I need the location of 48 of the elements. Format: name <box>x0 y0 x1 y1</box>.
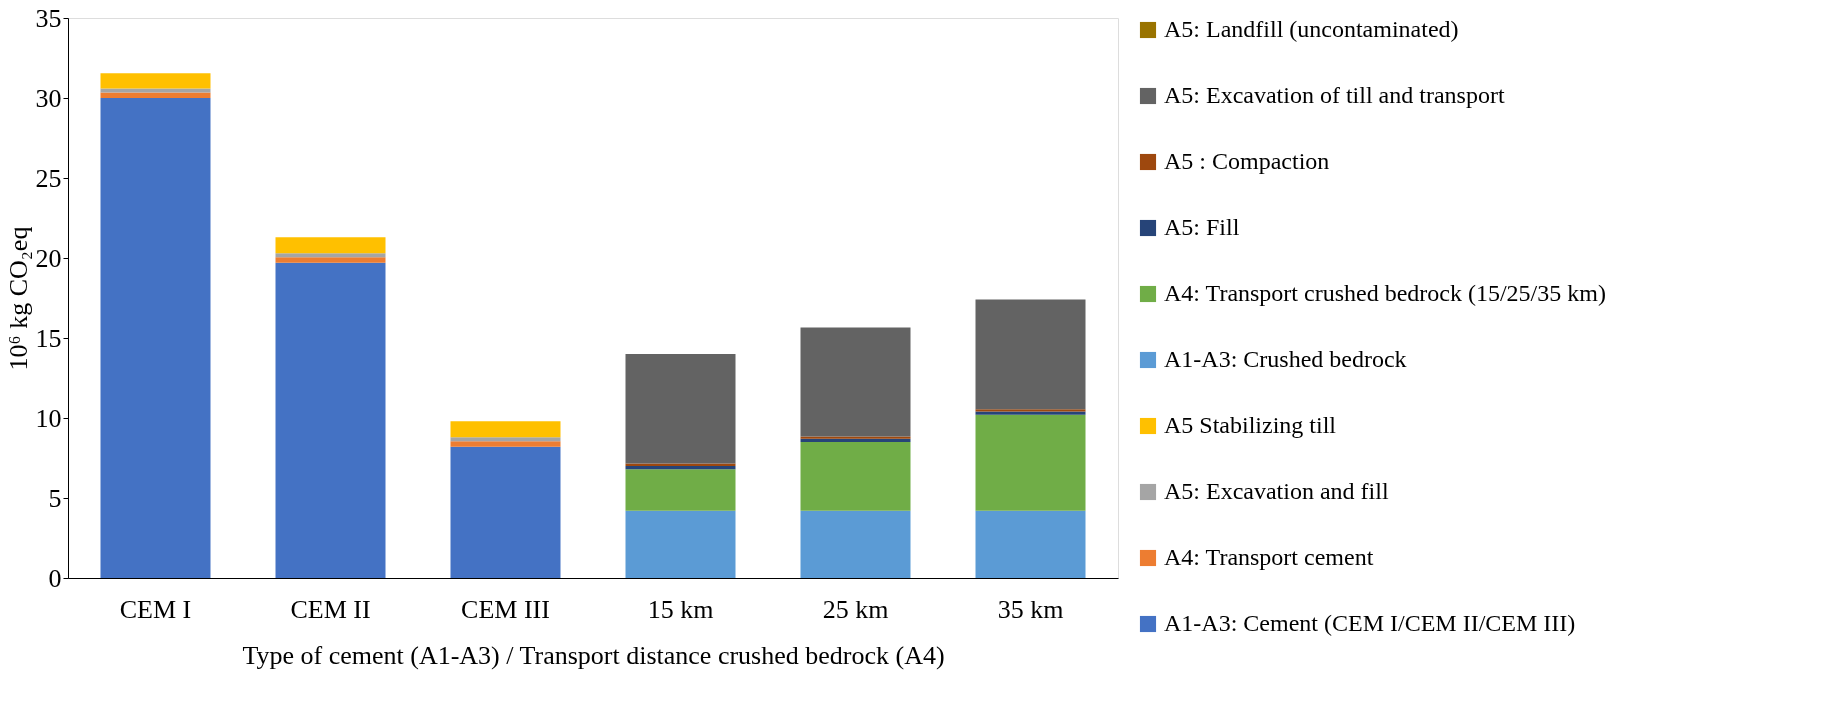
x-tick-label: 35 km <box>997 594 1064 624</box>
bar <box>275 253 386 258</box>
legend-label: A5: Excavation of till and transport <box>1164 82 1505 108</box>
y-tick-label: 5 <box>48 483 62 513</box>
y-tick-label: 0 <box>48 563 62 593</box>
x-tick-label: CEM I <box>119 594 192 624</box>
bar <box>100 92 211 98</box>
bar <box>800 327 911 437</box>
legend-label: A5 Stabilizing till <box>1164 412 1337 438</box>
y-tick-label: 25 <box>35 163 62 193</box>
x-axis-title: Type of cement (A1-A3) / Transport distance crushed bedrock (A4) <box>242 640 945 670</box>
y-tick-label: 30 <box>35 83 62 113</box>
bar <box>450 437 561 442</box>
y-tick-label: 15 <box>35 323 62 353</box>
bar <box>975 510 1086 578</box>
bar <box>450 421 561 438</box>
legend-label: A5: Fill <box>1164 214 1240 240</box>
bar <box>625 354 736 464</box>
bar <box>275 262 386 578</box>
legend-label: A5: Landfill (uncontaminated) <box>1164 16 1459 42</box>
bar <box>800 442 911 511</box>
y-tick-label: 35 <box>35 3 62 33</box>
bar <box>275 237 386 254</box>
bar <box>100 88 211 93</box>
bar <box>450 446 561 578</box>
bar <box>625 510 736 578</box>
x-tick-label: CEM II <box>290 594 371 624</box>
bar <box>975 414 1086 511</box>
bar <box>625 466 736 470</box>
legend-label: A1-A3: Crushed bedrock <box>1164 346 1407 372</box>
legend-label: A1-A3: Cement (CEM I/CEM II/CEM III) <box>1164 610 1576 636</box>
x-tick-label: CEM III <box>461 594 550 624</box>
legend-label: A5: Excavation and fill <box>1164 478 1389 504</box>
x-tick-label: 25 km <box>822 594 889 624</box>
legend-label: A4: Transport crushed bedrock (15/25/35 km) <box>1164 280 1606 306</box>
bar <box>800 510 911 578</box>
bar <box>975 299 1086 410</box>
x-tick-label: 15 km <box>647 594 714 624</box>
bar <box>450 441 561 447</box>
bar <box>625 469 736 511</box>
y-tick-label: 10 <box>35 403 62 433</box>
y-tick-label: 20 <box>35 243 62 273</box>
y-axis-title: 10⁶ kg CO₂eq <box>3 226 33 371</box>
bar <box>100 98 211 578</box>
bar <box>100 73 211 89</box>
bar <box>275 257 386 263</box>
legend-label: A5 : Compaction <box>1164 148 1330 174</box>
legend-label: A4: Transport cement <box>1164 544 1374 570</box>
